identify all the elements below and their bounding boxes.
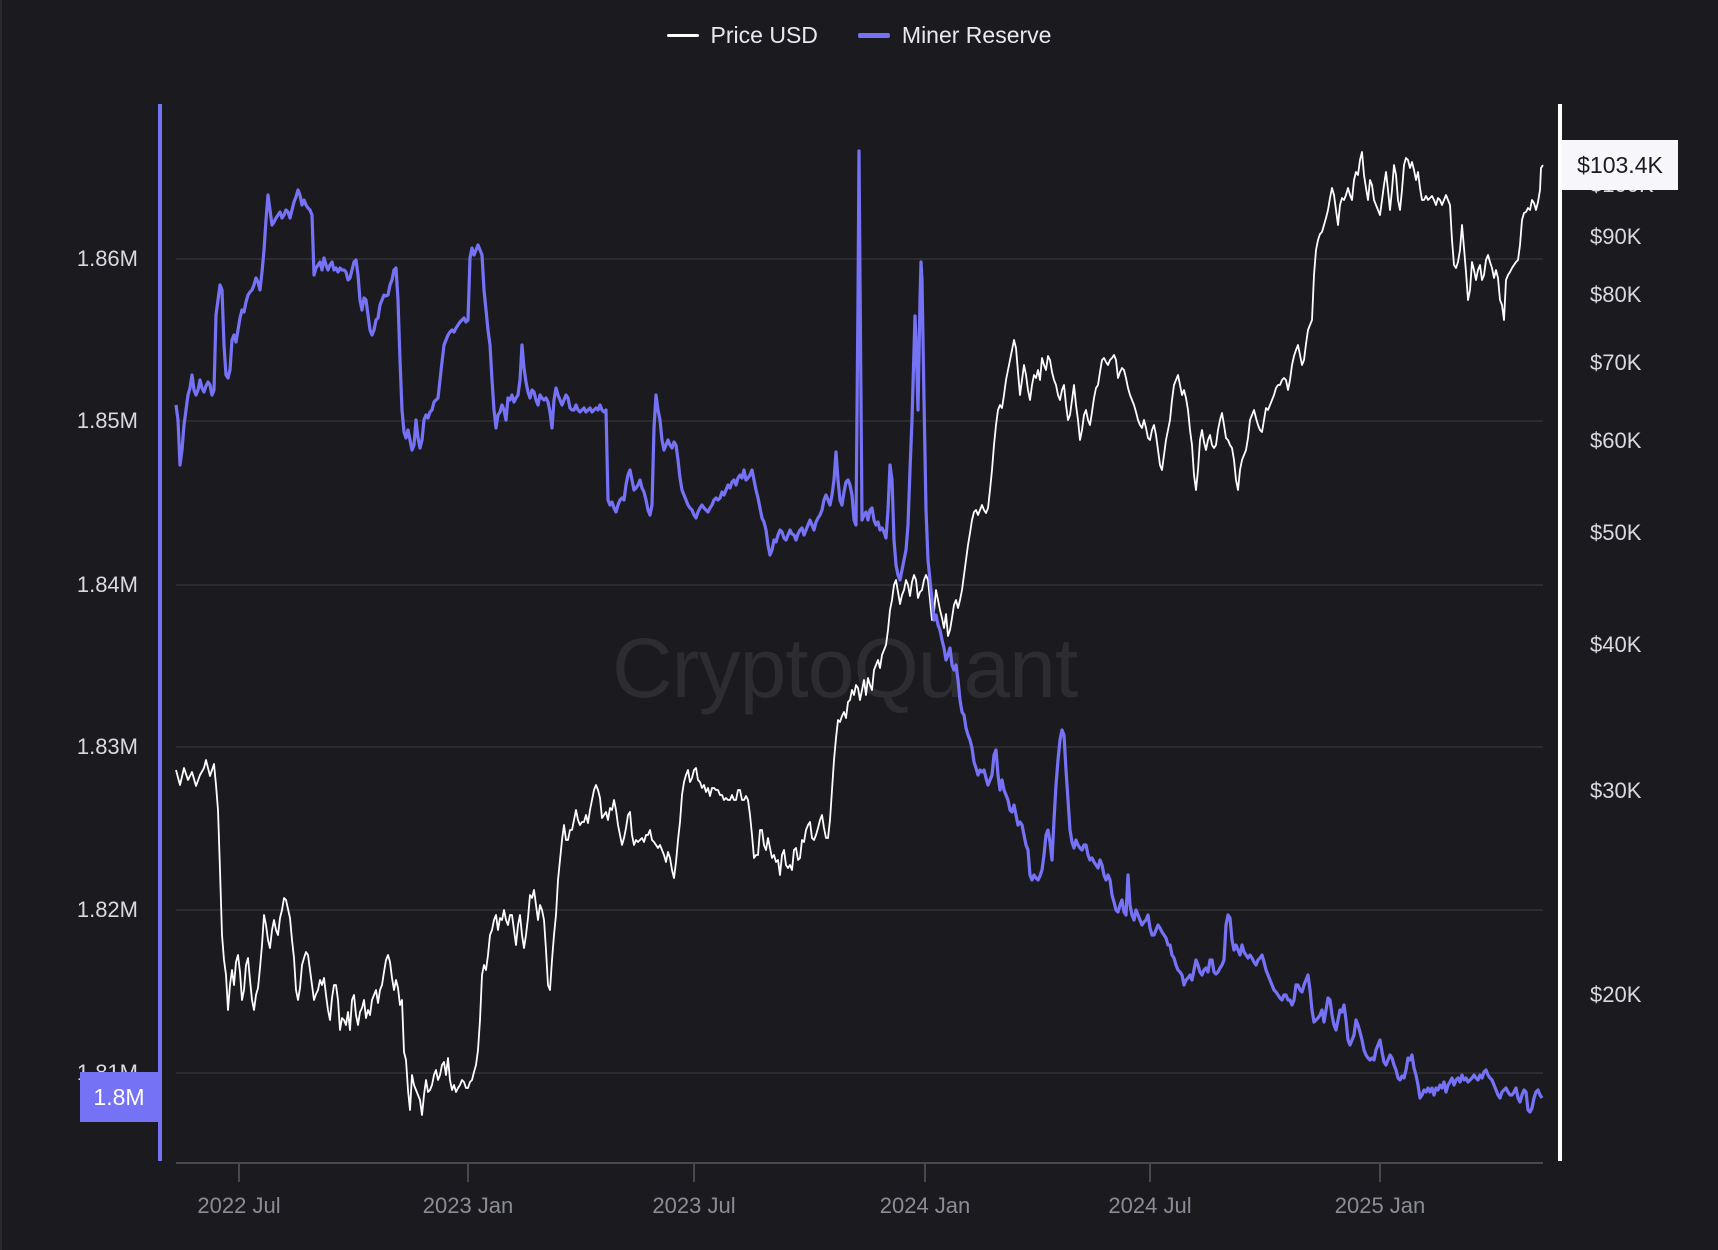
right-axis-tick-label: $50K (1590, 520, 1642, 545)
left-axis-tick-label: 1.86M (76, 246, 138, 271)
left-axis-tick-label: 1.83M (76, 734, 138, 759)
left-axis-tick-label: 1.84M (76, 572, 138, 597)
x-axis-tick-label: 2023 Jul (652, 1193, 736, 1218)
right-axis-tick-label: $20K (1590, 982, 1642, 1007)
right-axis-tick-label: $60K (1590, 428, 1642, 453)
legend-line-icon-price (666, 34, 699, 37)
x-axis-tick-label: 2023 Jan (422, 1193, 514, 1218)
left-axis-tick-label: 1.82M (76, 897, 138, 922)
right-axis-tick-label: $70K (1590, 350, 1642, 375)
legend-item-price-usd[interactable]: Price USD (666, 22, 818, 49)
miner-reserve-line (174, 149, 1544, 1114)
right-axis-tick-label: $30K (1590, 778, 1642, 803)
legend-label-miner: Miner Reserve (901, 22, 1052, 48)
price-usd-line (175, 151, 1544, 1116)
right-axis-tick-label: $90K (1590, 224, 1642, 249)
legend-line-icon-miner (857, 33, 890, 38)
x-axis-tick-label: 2024 Jul (1108, 1193, 1192, 1218)
legend-item-miner-reserve[interactable]: Miner Reserve (857, 22, 1052, 49)
x-axis-tick-label: 2025 Jan (1334, 1193, 1426, 1218)
frame-edge (0, 0, 2, 1250)
legend: Price USD Miner Reserve (0, 22, 1718, 49)
miner-current-value-badge: 1.8M (80, 1072, 158, 1122)
legend-label-price: Price USD (710, 22, 818, 48)
left-axis-tick-label: 1.85M (76, 408, 138, 433)
x-axis-tick-label: 2024 Jan (879, 1193, 971, 1218)
right-axis-tick-label: $80K (1590, 282, 1642, 307)
x-axis-tick-label: 2022 Jul (197, 1193, 281, 1218)
x-axis-ticks (238, 1163, 1381, 1182)
right-axis-tick-label: $40K (1590, 632, 1642, 657)
price-current-value-badge: $103.4K (1562, 140, 1678, 190)
